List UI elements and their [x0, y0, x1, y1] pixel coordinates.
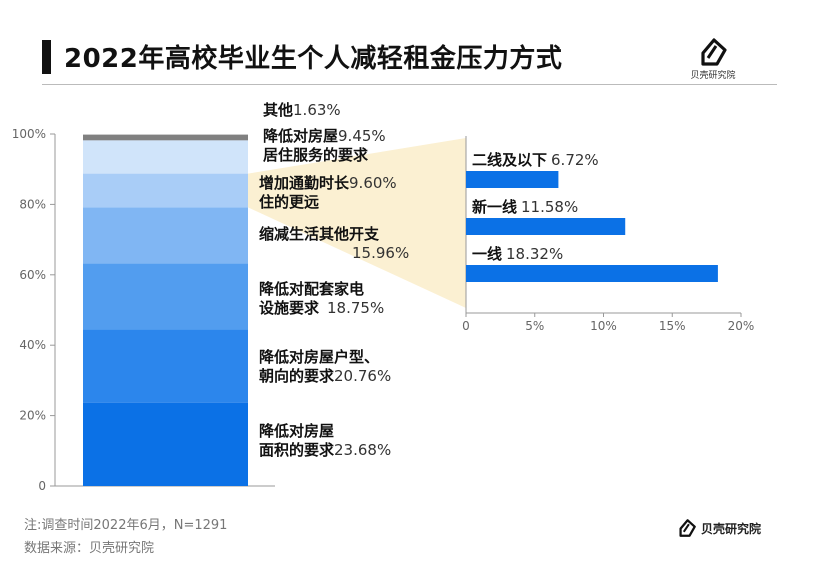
segment-label-0: 降低对房屋 面积的要求23.68%: [259, 422, 391, 460]
hbar-x-tick-label: 0: [462, 319, 470, 333]
hbar-x-tick-label: 10%: [590, 319, 617, 333]
hbar-value-label: 18.32%: [506, 245, 563, 263]
y-tick-label: 100%: [12, 127, 46, 141]
segment-label-line: 增加通勤时长9.60%: [259, 174, 397, 192]
y-tick-label: 40%: [19, 338, 46, 352]
hbar-label: 新一线 11.58%: [472, 198, 578, 216]
brand-logo-footer: 贝壳研究院: [677, 519, 761, 537]
hbar-value-label: 6.72%: [551, 151, 599, 169]
hbar-bar-1: [466, 218, 626, 235]
segment-value-label: 9.45%: [338, 127, 386, 145]
segment-label-line: 面积的要求23.68%: [259, 441, 392, 459]
title-divider: [42, 84, 777, 85]
segment-label-line: 居住服务的要求: [263, 146, 369, 164]
y-tick-label: 80%: [19, 197, 46, 211]
hbar-bar-2: [466, 265, 718, 282]
segment-label-6: 其他1.63%: [263, 101, 341, 120]
brand-logo-icon: [701, 38, 727, 66]
hbar-x-tick-label: 5%: [525, 319, 544, 333]
segment-label-line: 15.96%: [259, 244, 409, 263]
segment-value-label: 20.76%: [334, 367, 392, 385]
title-accent-bar: [42, 40, 51, 74]
page-title: 2022年高校毕业生个人减轻租金压力方式: [64, 44, 563, 74]
data-source: 数据来源：贝壳研究院: [24, 541, 155, 556]
stack-segment-2: [83, 263, 248, 330]
stack-segment-0: [83, 402, 248, 486]
segment-label-5: 降低对房屋9.45% 居住服务的要求: [263, 127, 386, 165]
segment-label-2: 降低对配套家电 设施要求 18.75%: [259, 280, 384, 318]
segment-value-label: 1.63%: [293, 101, 341, 119]
segment-label-line: 住的更远: [259, 193, 320, 211]
segment-label-line: 降低对房屋户型、: [259, 348, 380, 366]
hbar-bar-0: [466, 171, 559, 188]
segment-label-line: 缩减生活其他开支: [259, 225, 380, 243]
hbar-category-label: 一线: [472, 245, 502, 263]
segment-value-label: 15.96%: [352, 244, 410, 262]
y-tick-label: 60%: [19, 268, 46, 282]
brand-logo-icon: [679, 519, 696, 537]
brand-logo-text: 贝壳研究院: [701, 521, 762, 536]
stack-segment-4: [83, 173, 248, 208]
segment-label-line: 朝向的要求20.76%: [259, 367, 392, 385]
hbar-category-label: 新一线: [472, 198, 517, 216]
segment-label-1: 降低对房屋户型、 朝向的要求20.76%: [259, 348, 391, 386]
segment-label-4: 增加通勤时长9.60% 住的更远: [259, 174, 397, 212]
breakdown-connector: [248, 138, 466, 308]
stack-segment-3: [83, 207, 248, 264]
hbar-x-tick-label: 15%: [659, 319, 686, 333]
segment-label-line: 设施要求 18.75%: [259, 299, 385, 317]
segment-label-line: 降低对配套家电: [259, 280, 365, 298]
brand-logo: 贝壳研究院: [688, 38, 738, 81]
segment-label-line: 降低对房屋9.45%: [263, 127, 386, 145]
survey-note: 注:调查时间2022年6月，N=1291: [24, 518, 228, 533]
hbar-value-label: 11.58%: [521, 198, 578, 216]
segment-value-label: 23.68%: [334, 441, 392, 459]
hbar-category-label: 二线及以下: [472, 151, 547, 169]
segment-value-label: 18.75%: [327, 299, 385, 317]
stack-segment-6: [83, 134, 248, 141]
stack-segment-1: [83, 329, 248, 403]
hbar-x-tick-label: 20%: [728, 319, 755, 333]
segment-label-3: 缩减生活其他开支 15.96%: [259, 225, 409, 263]
segment-value-label: 9.60%: [349, 174, 397, 192]
segment-label-line: 降低对房屋: [259, 422, 335, 440]
hbar-label: 一线 18.32%: [472, 245, 563, 263]
stack-segment-5: [83, 140, 248, 174]
brand-logo-text: 贝壳研究院: [690, 71, 736, 81]
segment-label-line: 其他1.63%: [263, 101, 341, 119]
y-tick-label: 0: [38, 479, 46, 493]
y-tick-label: 20%: [19, 409, 46, 423]
hbar-label: 二线及以下 6.72%: [472, 151, 599, 169]
